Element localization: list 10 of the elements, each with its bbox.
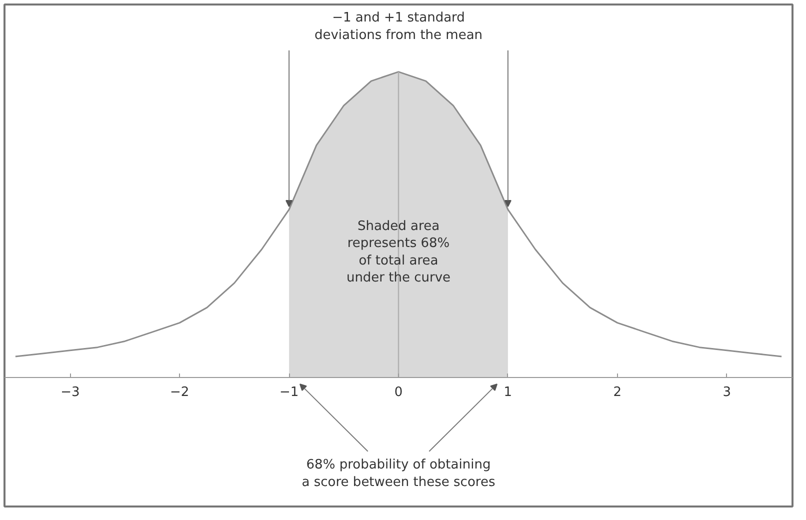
text: −1 and +1 standard deviations from the mean — [314, 10, 483, 43]
x-tick-label: −1 — [279, 384, 299, 400]
x-tick-label: 0 — [394, 384, 403, 400]
x-tick-label: 1 — [504, 384, 512, 400]
annotation: Shaded area represents 68% of total area under the curve — [346, 218, 451, 286]
text: 68% probability of obtaining a score between these scores — [302, 458, 496, 490]
x-tick-label: −2 — [170, 384, 190, 400]
x-tick-label: 2 — [613, 384, 622, 400]
x-tick-label: −3 — [60, 384, 80, 400]
x-tick-label: 3 — [722, 384, 731, 400]
